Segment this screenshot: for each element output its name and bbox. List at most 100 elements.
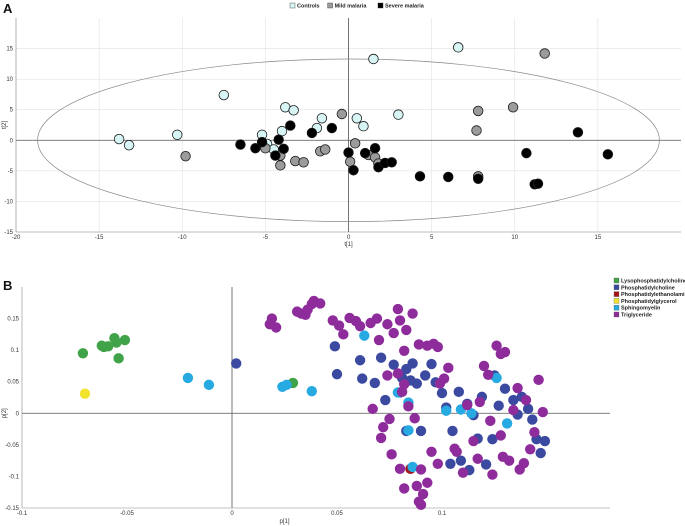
data-point xyxy=(369,143,381,154)
data-point xyxy=(399,483,410,494)
data-point xyxy=(359,147,371,159)
hotelling-ellipse xyxy=(37,58,660,222)
data-point xyxy=(394,463,406,475)
data-point xyxy=(326,122,338,134)
data-point xyxy=(343,147,354,158)
data-point xyxy=(354,320,366,332)
data-point xyxy=(235,139,246,150)
data-point xyxy=(445,458,456,469)
x-tick-label: 15 xyxy=(595,235,602,241)
data-point xyxy=(380,394,391,406)
data-point xyxy=(472,105,484,117)
data-point xyxy=(521,147,532,159)
y-tick-label: -0.05 xyxy=(5,443,19,449)
x-tick-label: -0.1 xyxy=(17,511,28,517)
legend-entry: Phosphatidylcholine xyxy=(621,285,675,291)
data-point xyxy=(382,319,393,330)
data-point xyxy=(507,102,519,113)
data-point xyxy=(462,399,473,411)
data-point xyxy=(407,358,418,369)
legend-swatch xyxy=(613,291,620,297)
x-tick-label: 0 xyxy=(347,235,351,241)
data-point xyxy=(386,157,397,168)
data-point xyxy=(180,150,191,162)
data-point xyxy=(336,108,348,120)
data-point xyxy=(417,488,429,500)
data-point xyxy=(441,405,452,416)
legend-entry: Sphingomyelin xyxy=(621,306,661,312)
data-point xyxy=(407,308,418,319)
x-axis-label: p[1] xyxy=(279,519,289,525)
data-point xyxy=(275,160,286,171)
data-point xyxy=(354,355,366,366)
data-point xyxy=(539,48,550,59)
data-point xyxy=(359,330,370,341)
data-point xyxy=(499,383,511,394)
x-tick-label: -15 xyxy=(95,235,104,241)
panel-label-a: A xyxy=(3,1,13,16)
data-point xyxy=(371,313,383,324)
panel-label-b: B xyxy=(3,278,12,293)
data-point xyxy=(512,382,523,394)
data-point xyxy=(320,144,331,155)
data-point xyxy=(480,459,492,470)
x-tick-label: -0.05 xyxy=(120,511,134,517)
data-point xyxy=(281,379,292,391)
data-point xyxy=(79,388,91,399)
x-tick-label: -10 xyxy=(178,235,187,241)
data-point xyxy=(493,400,504,411)
data-point xyxy=(520,394,532,406)
data-point xyxy=(537,406,548,418)
data-point xyxy=(388,359,399,370)
data-point xyxy=(338,329,349,340)
legend-entry: Lysophosphatidylcholine xyxy=(621,279,685,285)
y-tick-label: -0.15 xyxy=(5,506,19,512)
data-point xyxy=(447,425,458,437)
data-point xyxy=(315,298,326,309)
data-point xyxy=(403,401,414,412)
data-point xyxy=(285,120,296,131)
y-tick-label: -15 xyxy=(4,230,13,236)
data-point xyxy=(367,403,378,415)
data-point xyxy=(172,129,183,140)
data-point xyxy=(432,341,443,353)
data-point xyxy=(508,404,519,416)
data-point xyxy=(426,446,437,458)
data-point xyxy=(485,415,496,427)
data-point xyxy=(436,387,448,399)
data-point xyxy=(420,370,431,381)
data-point xyxy=(525,444,536,455)
y-tick-label: 5 xyxy=(10,108,14,114)
data-point xyxy=(411,378,422,389)
data-point xyxy=(415,425,427,437)
data-point xyxy=(270,322,282,333)
data-point xyxy=(426,358,437,370)
data-point xyxy=(288,105,299,116)
data-point xyxy=(382,370,393,381)
data-point xyxy=(316,113,328,124)
data-point xyxy=(399,379,410,390)
data-point xyxy=(351,113,363,124)
y-tick-label: 0 xyxy=(10,138,14,144)
data-point xyxy=(438,373,450,384)
y-tick-label: 0.1 xyxy=(11,348,20,354)
data-point xyxy=(278,143,289,155)
legend-entry: Severe malaria xyxy=(385,4,425,10)
data-point xyxy=(369,377,380,389)
data-point xyxy=(466,408,477,419)
data-point xyxy=(443,171,454,183)
data-point xyxy=(386,449,397,460)
x-tick-label: -20 xyxy=(12,235,21,241)
data-point xyxy=(508,394,519,406)
legend-swatch xyxy=(613,305,620,311)
data-point xyxy=(455,455,467,466)
legend-swatch xyxy=(377,2,384,9)
legend-swatch xyxy=(613,311,620,318)
data-point xyxy=(487,433,498,445)
data-point xyxy=(451,446,462,458)
data-point xyxy=(358,121,369,132)
data-point xyxy=(392,368,404,379)
data-point xyxy=(472,173,484,185)
y-tick-label: 0.05 xyxy=(7,380,19,386)
